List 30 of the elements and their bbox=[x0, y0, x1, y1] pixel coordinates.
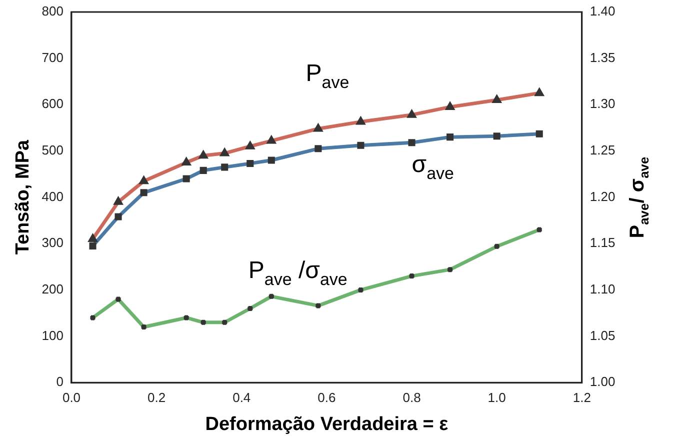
x-tick-label: 1.2 bbox=[572, 390, 591, 405]
y2-tick-label: 1.35 bbox=[590, 50, 616, 65]
y-tick-label: 800 bbox=[42, 4, 64, 19]
y2-tick-label: 1.30 bbox=[590, 96, 616, 112]
x-tick-label: 0.4 bbox=[232, 390, 251, 405]
y2-tick-label: 1.40 bbox=[590, 4, 616, 19]
series-label: P$_{ave}$ /σ$_{ave}$ bbox=[248, 257, 348, 290]
series-label: σ$_{ave}$ bbox=[412, 150, 454, 184]
y-tick-label: 700 bbox=[42, 50, 64, 65]
x-tick-label: 0.0 bbox=[62, 390, 81, 405]
x-axis-title: Deformação Verdadeira = ε bbox=[205, 414, 448, 435]
y-tick-label: 0 bbox=[56, 374, 64, 390]
x-tick-label: 0.8 bbox=[402, 390, 421, 405]
y-tick-label: 600 bbox=[42, 96, 64, 112]
y-tick-label: 300 bbox=[42, 235, 64, 250]
x-tick-label: 1.0 bbox=[488, 390, 506, 405]
y-tick-label: 500 bbox=[42, 142, 64, 158]
y2-tick-label: 1.15 bbox=[590, 235, 616, 250]
y-tick-label: 400 bbox=[42, 188, 64, 204]
y2-tick-label: 1.00 bbox=[590, 374, 616, 390]
series-label: P$_{ave}$ bbox=[306, 60, 350, 93]
y2-tick-label: 1.25 bbox=[590, 142, 616, 158]
y2-tick-label: 1.05 bbox=[590, 328, 616, 343]
y-tick-label: 200 bbox=[42, 282, 64, 297]
y-axis-title: Tensão, MPa bbox=[12, 140, 34, 255]
y2-tick-label: 1.10 bbox=[590, 282, 616, 297]
y2-tick-label: 1.20 bbox=[590, 188, 616, 204]
x-tick-label: 0.2 bbox=[148, 390, 166, 405]
x-tick-label: 0.6 bbox=[318, 390, 336, 405]
y-tick-label: 100 bbox=[42, 328, 64, 343]
